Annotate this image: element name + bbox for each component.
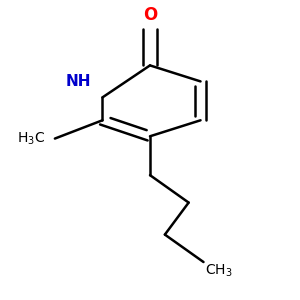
Text: H$_3$C: H$_3$C [17, 130, 45, 147]
Text: NH: NH [66, 74, 92, 89]
Text: O: O [143, 6, 157, 24]
Text: CH$_3$: CH$_3$ [205, 263, 232, 279]
